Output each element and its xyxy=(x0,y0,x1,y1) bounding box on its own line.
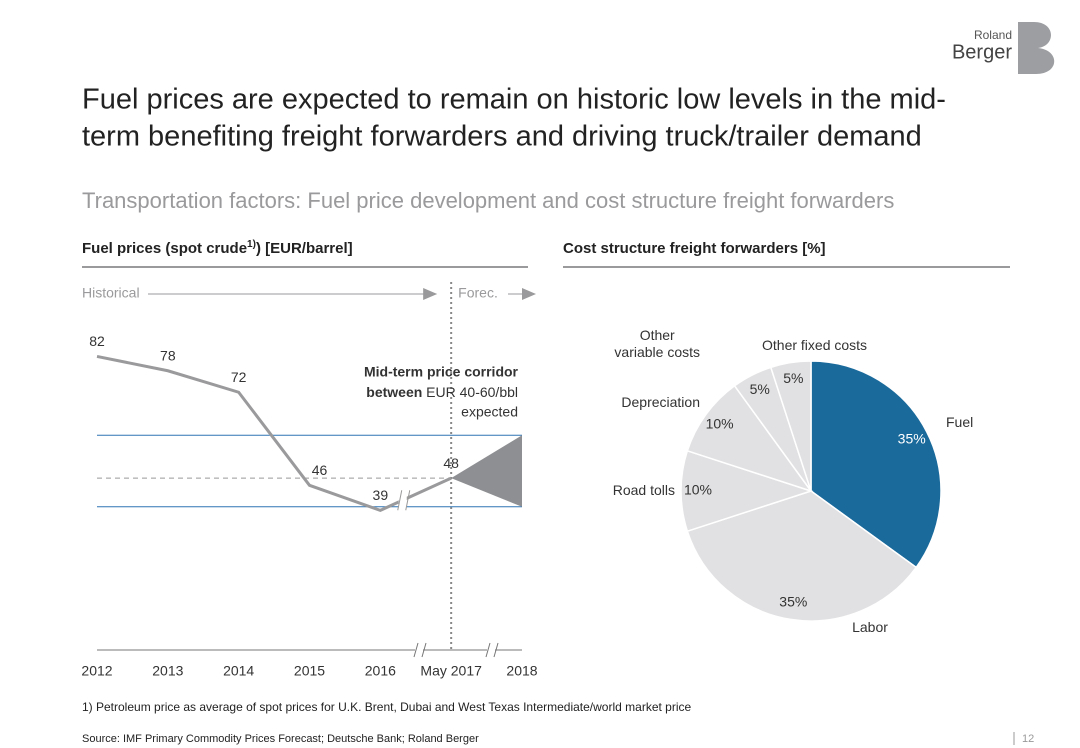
period-label: Historical xyxy=(82,285,140,301)
title: Fuel prices are expected to remain on hi… xyxy=(82,84,946,116)
period-label: Forec. xyxy=(458,285,498,301)
annotation: Mid-term price corridor xyxy=(364,364,519,380)
pie-slice xyxy=(810,360,942,569)
x-tick-label: May 2017 xyxy=(420,663,482,679)
slice-value-label: 35% xyxy=(898,430,926,446)
logo-text: Berger xyxy=(952,41,1012,63)
corridor-wedge xyxy=(451,435,522,507)
slice-value-label: 10% xyxy=(706,415,734,431)
x-tick-label: 2015 xyxy=(294,663,325,679)
data-label: 48 xyxy=(443,455,459,471)
x-tick-label: 2013 xyxy=(152,663,183,679)
slice-value-label: 5% xyxy=(783,370,803,386)
arrow-head xyxy=(522,288,536,300)
break-gap xyxy=(487,647,495,653)
annotation-text: EUR 40-60/bbl xyxy=(426,384,518,400)
slice-value-label: 10% xyxy=(684,482,712,498)
title: term benefiting freight forwarders and d… xyxy=(82,121,922,153)
slice-label: Road tolls xyxy=(612,482,675,498)
data-label: 82 xyxy=(89,333,105,349)
footnote: 1) Petroleum price as average of spot pr… xyxy=(82,700,691,714)
slice-label: Other variable costs xyxy=(614,327,700,360)
arrow-head xyxy=(423,288,438,300)
source: Source: IMF Primary Commodity Prices For… xyxy=(82,733,479,745)
pie-slice xyxy=(769,360,812,492)
slice-label: Fuel xyxy=(946,414,974,430)
x-tick-label: 2014 xyxy=(223,663,254,679)
pie-slice xyxy=(680,449,814,533)
chart-title: Fuel prices (spot crude1)) [EUR/barrel] xyxy=(82,239,353,257)
pie-slice xyxy=(686,384,813,493)
x-tick-label: 2012 xyxy=(81,663,112,679)
slice-label: Depreciation xyxy=(621,394,700,410)
annotation: expected xyxy=(461,404,518,420)
logo-mark xyxy=(1018,22,1055,74)
x-tick-label: 2018 xyxy=(506,663,537,679)
break-mark xyxy=(485,642,499,658)
price-line xyxy=(96,354,452,512)
slice-value-label: 5% xyxy=(750,381,770,397)
page-number: 12 xyxy=(1022,733,1034,745)
annotation: between EUR 40-60/bbl xyxy=(366,384,518,400)
pie-slice xyxy=(686,490,918,622)
x-tick-label: 2016 xyxy=(365,663,396,679)
data-label: 72 xyxy=(231,369,247,385)
chart-title: Cost structure freight forwarders [%] xyxy=(563,240,826,257)
subtitle: Transportation factors: Fuel price devel… xyxy=(82,188,894,213)
annotation-bold: between xyxy=(366,384,422,400)
break-mark xyxy=(397,490,411,511)
break-gap xyxy=(415,647,423,653)
slice-value-label: 35% xyxy=(779,593,807,609)
data-label: 78 xyxy=(160,347,176,363)
break-gap xyxy=(398,490,407,511)
logo-text: Roland xyxy=(974,28,1012,42)
break-mark xyxy=(413,642,427,658)
data-label: 39 xyxy=(373,487,389,503)
slice-label: Other fixed costs xyxy=(762,337,868,353)
slice-label: Labor xyxy=(852,619,888,635)
data-label: 46 xyxy=(312,462,328,478)
